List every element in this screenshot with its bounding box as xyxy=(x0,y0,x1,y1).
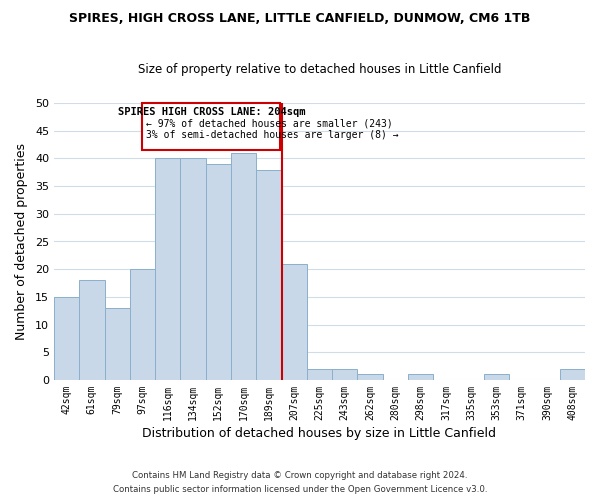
Text: 3% of semi-detached houses are larger (8) →: 3% of semi-detached houses are larger (8… xyxy=(146,130,399,140)
Bar xyxy=(155,158,181,380)
Text: ← 97% of detached houses are smaller (243): ← 97% of detached houses are smaller (24… xyxy=(146,118,393,128)
Text: Contains HM Land Registry data © Crown copyright and database right 2024.
Contai: Contains HM Land Registry data © Crown c… xyxy=(113,472,487,494)
Bar xyxy=(142,103,280,150)
Text: SPIRES HIGH CROSS LANE: 204sqm: SPIRES HIGH CROSS LANE: 204sqm xyxy=(118,108,305,118)
Y-axis label: Number of detached properties: Number of detached properties xyxy=(15,143,28,340)
Bar xyxy=(104,308,130,380)
Bar xyxy=(560,369,585,380)
Bar xyxy=(181,158,206,380)
Text: SPIRES, HIGH CROSS LANE, LITTLE CANFIELD, DUNMOW, CM6 1TB: SPIRES, HIGH CROSS LANE, LITTLE CANFIELD… xyxy=(70,12,530,26)
Bar xyxy=(307,369,332,380)
Bar xyxy=(332,369,358,380)
Bar xyxy=(484,374,509,380)
X-axis label: Distribution of detached houses by size in Little Canfield: Distribution of detached houses by size … xyxy=(142,427,496,440)
Bar xyxy=(130,269,155,380)
Bar xyxy=(206,164,231,380)
Bar xyxy=(281,264,307,380)
Bar xyxy=(231,153,256,380)
Bar xyxy=(358,374,383,380)
Bar xyxy=(256,170,281,380)
Bar xyxy=(408,374,433,380)
Title: Size of property relative to detached houses in Little Canfield: Size of property relative to detached ho… xyxy=(138,62,501,76)
Bar xyxy=(79,280,104,380)
Bar xyxy=(54,297,79,380)
